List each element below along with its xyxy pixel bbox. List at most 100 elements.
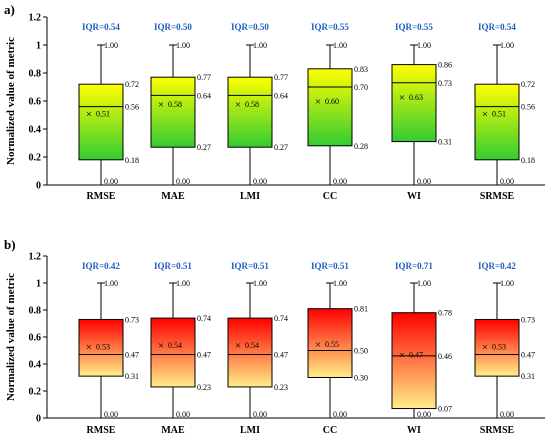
median-value: 0.47 xyxy=(274,351,288,360)
category-label: LMI xyxy=(240,191,260,202)
q3-value: 0.86 xyxy=(438,61,452,70)
iqr-label: IQR=0.51 xyxy=(154,261,192,271)
mean-value: 0.54 xyxy=(245,341,259,350)
q1-value: 0.31 xyxy=(438,138,452,147)
y-tick-label: 1.2 xyxy=(29,13,42,24)
mean-marker: × xyxy=(399,350,405,362)
q1-value: 0.31 xyxy=(521,372,535,381)
q3-value: 0.81 xyxy=(354,305,368,314)
q3-value: 0.77 xyxy=(197,73,211,82)
min-value: 0.00 xyxy=(104,410,118,419)
mean-value: 0.51 xyxy=(96,110,110,119)
q3-value: 0.72 xyxy=(125,80,139,89)
max-value: 1.00 xyxy=(253,279,267,288)
category-label: MAE xyxy=(161,425,185,436)
mean-marker: × xyxy=(399,92,405,104)
y-axis-label: Normalized value of metric xyxy=(5,37,17,165)
min-value: 0.00 xyxy=(333,410,347,419)
category-label: RMSE xyxy=(87,425,116,436)
q1-value: 0.27 xyxy=(274,143,288,152)
q1-value: 0.23 xyxy=(197,383,211,392)
median-value: 0.64 xyxy=(197,91,211,100)
q1-value: 0.27 xyxy=(197,143,211,152)
mean-marker: × xyxy=(235,99,241,111)
q1-value: 0.23 xyxy=(274,383,288,392)
mean-value: 0.51 xyxy=(492,110,506,119)
q3-value: 0.74 xyxy=(274,314,288,323)
median-value: 0.46 xyxy=(438,352,452,361)
category-label: SRMSE xyxy=(480,425,515,436)
category-label: CC xyxy=(323,425,337,436)
median-value: 0.70 xyxy=(354,83,368,92)
mean-marker: × xyxy=(482,341,488,353)
max-value: 1.00 xyxy=(104,279,118,288)
iqr-label: IQR=0.50 xyxy=(231,22,269,32)
mean-marker: × xyxy=(86,109,92,121)
mean-marker: × xyxy=(482,109,488,121)
q3-value: 0.73 xyxy=(521,315,535,324)
median-value: 0.47 xyxy=(125,351,139,360)
mean-marker: × xyxy=(235,340,241,352)
max-value: 1.00 xyxy=(417,279,431,288)
min-value: 0.00 xyxy=(104,177,118,186)
median-value: 0.47 xyxy=(197,351,211,360)
iqr-label: IQR=0.54 xyxy=(478,22,516,32)
box xyxy=(474,318,520,377)
min-value: 0.00 xyxy=(417,410,431,419)
max-value: 1.00 xyxy=(417,41,431,50)
panel-a: a) Normalized value of metric 0 0.2 0.4 0.6 0.… xyxy=(4,2,545,202)
iqr-label: IQR=0.50 xyxy=(154,22,192,32)
category-label: CC xyxy=(323,191,337,202)
max-value: 1.00 xyxy=(104,41,118,50)
max-value: 1.00 xyxy=(333,41,347,50)
q1-value: 0.30 xyxy=(354,374,368,383)
mean-marker: × xyxy=(315,339,321,351)
y-axis-label: Normalized value of metric xyxy=(5,273,17,401)
category-label: LMI xyxy=(240,425,260,436)
q1-value: 0.28 xyxy=(354,142,368,151)
y-tick-label: 0 xyxy=(36,414,41,425)
median-value: 0.56 xyxy=(521,103,535,112)
mean-value: 0.53 xyxy=(492,342,506,351)
y-tick-label: 1.2 xyxy=(29,252,42,263)
box xyxy=(307,308,353,378)
box xyxy=(78,83,124,161)
min-value: 0.00 xyxy=(500,177,514,186)
mean-value: 0.58 xyxy=(245,100,259,109)
y-tick-label: 0.2 xyxy=(29,153,42,164)
category-label: WI xyxy=(407,191,421,202)
mean-value: 0.63 xyxy=(409,93,423,102)
min-value: 0.00 xyxy=(333,177,347,186)
median-value: 0.73 xyxy=(438,79,452,88)
q3-value: 0.78 xyxy=(438,309,452,318)
q1-value: 0.18 xyxy=(125,156,139,165)
median-value: 0.50 xyxy=(354,347,368,356)
q3-value: 0.77 xyxy=(274,73,288,82)
box xyxy=(474,83,520,161)
mean-marker: × xyxy=(315,96,321,108)
y-tick-label: 0.8 xyxy=(29,69,42,80)
category-label: WI xyxy=(407,425,421,436)
panel-label: b) xyxy=(4,237,16,252)
box xyxy=(78,318,124,377)
y-tick-label: 0.4 xyxy=(29,125,42,136)
max-value: 1.00 xyxy=(176,41,190,50)
q3-value: 0.74 xyxy=(197,314,211,323)
max-value: 1.00 xyxy=(333,279,347,288)
mean-value: 0.53 xyxy=(96,342,110,351)
y-tick-label: 1 xyxy=(36,41,41,52)
mean-value: 0.60 xyxy=(325,97,339,106)
panel-b: b) Normalized value of metric 0 0.2 0.4 0.6 0.… xyxy=(4,237,545,436)
median-value: 0.64 xyxy=(274,91,288,100)
median-value: 0.56 xyxy=(125,103,139,112)
iqr-label: IQR=0.51 xyxy=(311,261,349,271)
y-tick-label: 0.8 xyxy=(29,306,42,317)
y-tick-label: 0.4 xyxy=(29,360,42,371)
iqr-label: IQR=0.42 xyxy=(478,261,516,271)
min-value: 0.00 xyxy=(253,410,267,419)
min-value: 0.00 xyxy=(176,177,190,186)
y-tick-label: 1 xyxy=(36,279,41,290)
iqr-label: IQR=0.51 xyxy=(231,261,269,271)
iqr-label: IQR=0.71 xyxy=(395,261,433,271)
